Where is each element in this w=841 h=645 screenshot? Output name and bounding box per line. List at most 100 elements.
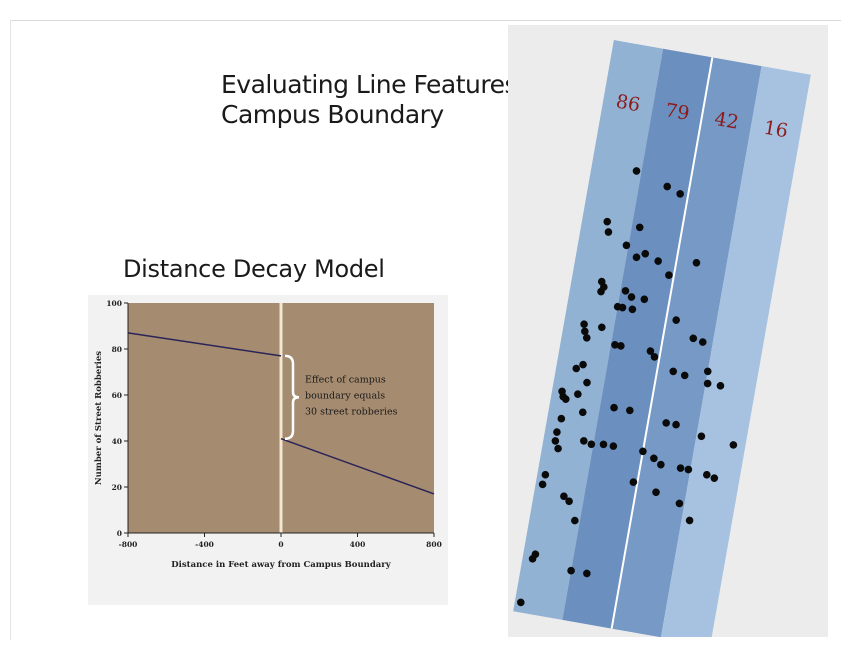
robbery-point	[538, 480, 547, 489]
x-tick-label: 0	[278, 540, 283, 549]
robbery-point	[629, 478, 638, 486]
robbery-point	[618, 303, 627, 312]
y-axis-label: Number of Street Robberies	[94, 351, 104, 485]
robbery-point	[603, 217, 612, 226]
campus-boundary-map: 86 79 42 16	[508, 25, 828, 637]
band-label: 79	[663, 99, 691, 125]
band-inner-left	[562, 48, 713, 629]
y-tick-label: 100	[106, 299, 122, 308]
robbery-point	[609, 442, 618, 450]
campus-boundary-line	[610, 57, 714, 629]
slide-top-border	[10, 20, 841, 21]
robbery-point	[680, 371, 689, 380]
robbery-point	[554, 444, 562, 453]
slide-title-line2: Campus Boundary	[221, 100, 444, 129]
robbery-point	[604, 228, 613, 236]
x-tick-label: 400	[350, 540, 366, 549]
robbery-point	[685, 516, 694, 525]
robbery-point	[517, 598, 525, 607]
robbery-point	[551, 437, 560, 445]
map-bands: 86 79 42 16	[513, 40, 811, 637]
y-tick-label: 0	[117, 529, 122, 538]
robbery-point	[702, 470, 711, 479]
robbery-point	[541, 470, 550, 479]
robbery-point	[710, 474, 719, 482]
robbery-point	[657, 460, 665, 469]
annotation-text-line: 30 street robberies	[305, 406, 398, 417]
robbery-point	[716, 382, 725, 390]
robbery-point	[580, 437, 588, 445]
robbery-point	[571, 516, 579, 525]
robbery-point	[610, 403, 618, 412]
robbery-point	[626, 406, 634, 415]
robbery-point	[654, 257, 662, 265]
robbery-point	[639, 447, 647, 456]
slide-title-line1: Evaluating Line Features	[221, 70, 517, 99]
robbery-point	[622, 241, 631, 250]
robbery-point	[561, 395, 570, 403]
robbery-point	[676, 464, 685, 472]
robbery-point	[641, 249, 650, 258]
y-tick-label: 80	[112, 345, 122, 354]
series-line-1	[127, 332, 282, 357]
robbery-point	[599, 440, 608, 449]
robbery-point	[617, 342, 625, 350]
robbery-point	[581, 327, 589, 336]
robbery-point	[675, 499, 684, 508]
annotation-text-line: Effect of campus	[305, 374, 386, 385]
slide-title: Evaluating Line Features Campus Boundary	[221, 70, 517, 130]
robbery-point	[587, 440, 596, 449]
robbery-point	[583, 569, 591, 578]
robbery-point	[557, 414, 566, 423]
robbery-point	[560, 492, 568, 501]
y-tick-label: 60	[112, 391, 122, 400]
robbery-point	[572, 364, 581, 373]
y-tick-label: 40	[112, 437, 122, 446]
robbery-point	[574, 390, 582, 398]
robbery-point	[632, 253, 641, 262]
robbery-point	[652, 488, 660, 497]
robbery-point	[640, 295, 649, 304]
robbery-point	[632, 167, 641, 175]
robbery-point	[597, 287, 605, 296]
annotation-text-line: boundary equals	[305, 390, 385, 401]
robbery-point	[672, 316, 680, 324]
robbery-point	[650, 454, 658, 463]
robbery-point	[567, 566, 575, 575]
robbery-point	[553, 428, 561, 436]
annotation-brace	[284, 354, 300, 440]
robbery-point	[684, 465, 693, 474]
x-tick-label: 800	[426, 540, 442, 549]
robbery-point	[646, 347, 655, 355]
robbery-point	[565, 497, 573, 506]
robbery-point	[663, 182, 672, 191]
robbery-point	[676, 190, 684, 198]
robbery-point	[528, 555, 537, 563]
robbery-point	[665, 271, 673, 279]
robbery-point	[692, 258, 701, 267]
band-outer-right	[660, 66, 811, 637]
slide-left-border	[10, 20, 11, 640]
robbery-point	[583, 378, 591, 387]
y-tick-label: 20	[112, 483, 122, 492]
robbery-point	[578, 408, 587, 417]
robbery-point	[582, 334, 591, 342]
robbery-point	[628, 305, 637, 314]
robbery-point	[729, 441, 738, 449]
robbery-point	[621, 287, 630, 295]
robbery-point	[703, 367, 712, 376]
chart-title: Distance Decay Model	[123, 255, 385, 283]
band-label: 16	[762, 117, 790, 143]
robbery-point	[627, 293, 636, 301]
robbery-point	[669, 367, 678, 376]
x-axis-label: Distance in Feet away from Campus Bounda…	[171, 560, 391, 570]
series-line-2	[280, 437, 435, 495]
band-label: 42	[713, 108, 741, 134]
distance-decay-chart: 0 20 40 60 80 100 -800 -400 0 400 800 Distance in F…	[88, 295, 448, 605]
x-tick-label: -400	[195, 540, 214, 549]
robbery-point	[650, 353, 659, 361]
robbery-point	[662, 419, 670, 427]
robbery-point	[689, 334, 698, 343]
robbery-point	[635, 223, 644, 232]
robbery-point	[598, 323, 606, 332]
